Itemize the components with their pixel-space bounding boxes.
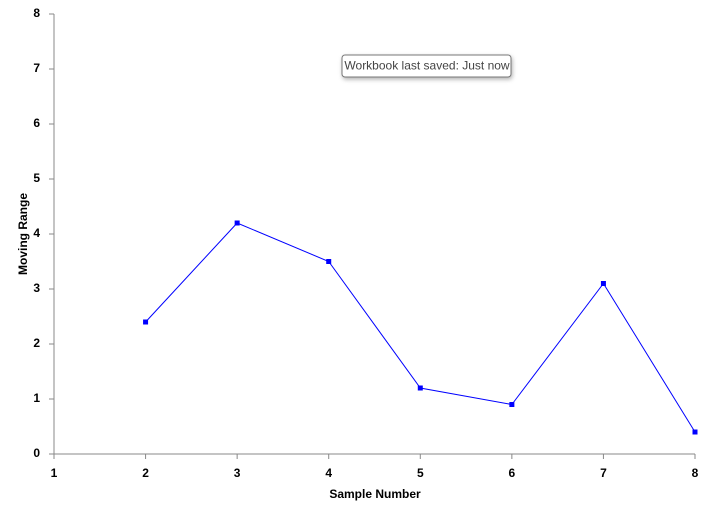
x-tick-label: 8	[692, 466, 699, 480]
x-tick-label: 7	[600, 466, 607, 480]
point-marker	[417, 385, 423, 391]
y-tick-label: 1	[33, 391, 40, 405]
y-tick-label: 7	[33, 61, 40, 75]
y-tick-label: 5	[33, 171, 40, 185]
y-tick-label: 6	[33, 116, 40, 130]
x-tick-label: 1	[51, 466, 58, 480]
point-marker	[692, 429, 698, 435]
x-tick-label: 3	[234, 466, 241, 480]
point-marker	[234, 220, 240, 226]
x-tick-label: 6	[509, 466, 516, 480]
x-axis-title: Sample Number	[329, 487, 421, 501]
point-marker	[326, 259, 332, 264]
point-marker	[509, 402, 515, 407]
point-marker	[600, 281, 606, 286]
tooltip-text: Workbook last saved: Just now	[344, 59, 510, 73]
series-line	[145, 222, 696, 433]
tooltip: Workbook last saved: Just now	[341, 54, 512, 78]
y-tick-label: 2	[33, 336, 40, 350]
point-marker	[143, 319, 149, 325]
x-tick-label: 2	[142, 466, 149, 480]
y-tick-label: 8	[33, 6, 40, 20]
x-tick-label: 4	[325, 466, 332, 480]
y-axis-title: Moving Range	[16, 193, 30, 275]
y-tick-label: 0	[33, 446, 40, 460]
x-tick-label: 5	[417, 466, 424, 480]
y-tick-label: 4	[33, 226, 40, 240]
tooltip-box	[341, 54, 512, 78]
y-tick-label: 3	[33, 281, 40, 295]
